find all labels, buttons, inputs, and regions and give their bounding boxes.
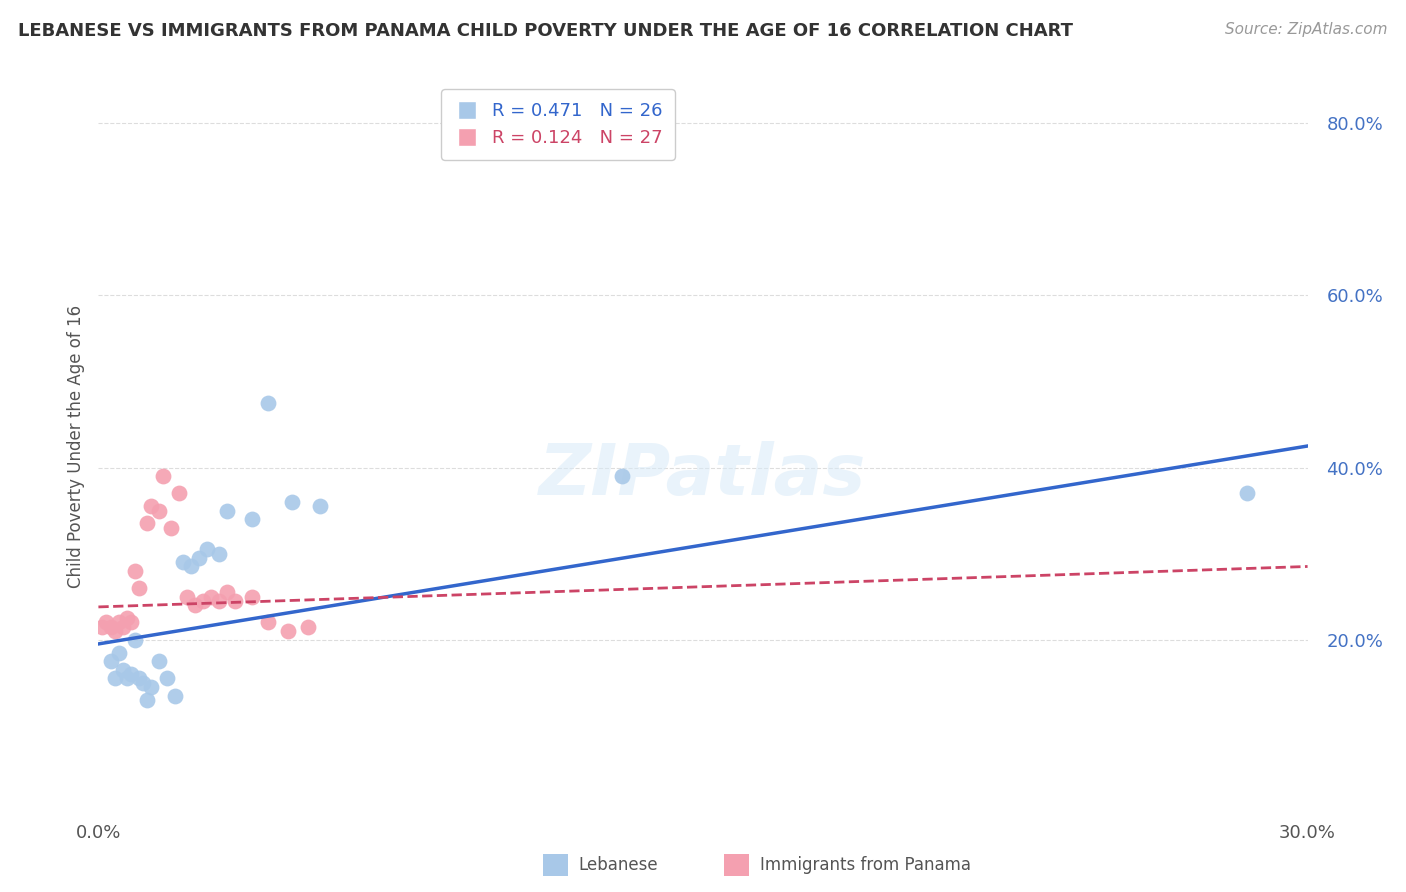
Text: Source: ZipAtlas.com: Source: ZipAtlas.com	[1225, 22, 1388, 37]
Point	[103, 624, 125, 638]
Point	[184, 598, 207, 612]
Point	[124, 632, 146, 647]
Point	[224, 594, 246, 608]
Point	[256, 615, 278, 630]
Point	[115, 611, 138, 625]
Point	[100, 620, 122, 634]
Point	[103, 671, 125, 685]
Point	[132, 675, 155, 690]
Legend: R = 0.471   N = 26, R = 0.124   N = 27: R = 0.471 N = 26, R = 0.124 N = 27	[441, 89, 675, 160]
Point	[309, 500, 332, 514]
Point	[135, 516, 157, 531]
Point	[107, 615, 129, 630]
Point	[111, 620, 134, 634]
Point	[176, 590, 198, 604]
Point	[96, 615, 118, 630]
Point	[240, 590, 263, 604]
Point	[172, 555, 194, 569]
Point	[240, 512, 263, 526]
Point	[167, 486, 190, 500]
Point	[91, 620, 114, 634]
Point	[281, 495, 304, 509]
Text: Immigrants from Panama: Immigrants from Panama	[759, 855, 970, 874]
Point	[128, 671, 150, 685]
Point	[200, 590, 222, 604]
Point	[148, 654, 170, 668]
Point	[152, 469, 174, 483]
Point	[111, 663, 134, 677]
Point	[128, 581, 150, 595]
Point	[297, 620, 319, 634]
Y-axis label: Child Poverty Under the Age of 16: Child Poverty Under the Age of 16	[66, 304, 84, 588]
Point	[612, 469, 634, 483]
Point	[135, 693, 157, 707]
Point	[139, 680, 162, 694]
Point	[115, 671, 138, 685]
Point	[1236, 486, 1258, 500]
Text: LEBANESE VS IMMIGRANTS FROM PANAMA CHILD POVERTY UNDER THE AGE OF 16 CORRELATION: LEBANESE VS IMMIGRANTS FROM PANAMA CHILD…	[18, 22, 1073, 40]
Point	[148, 503, 170, 517]
Point	[277, 624, 299, 638]
Point	[124, 564, 146, 578]
Point	[195, 542, 218, 557]
Point	[139, 500, 162, 514]
Point	[160, 521, 183, 535]
Point	[107, 646, 129, 660]
Point	[256, 396, 278, 410]
Point	[188, 550, 211, 565]
Point	[120, 667, 142, 681]
Text: ZIPatlas: ZIPatlas	[540, 441, 866, 509]
Point	[208, 594, 231, 608]
Point	[180, 559, 202, 574]
Point	[217, 503, 239, 517]
Text: Lebanese: Lebanese	[578, 855, 658, 874]
Point	[156, 671, 179, 685]
Point	[163, 689, 186, 703]
Point	[100, 654, 122, 668]
Point	[217, 585, 239, 599]
Point	[193, 594, 215, 608]
Point	[208, 547, 231, 561]
Point	[120, 615, 142, 630]
